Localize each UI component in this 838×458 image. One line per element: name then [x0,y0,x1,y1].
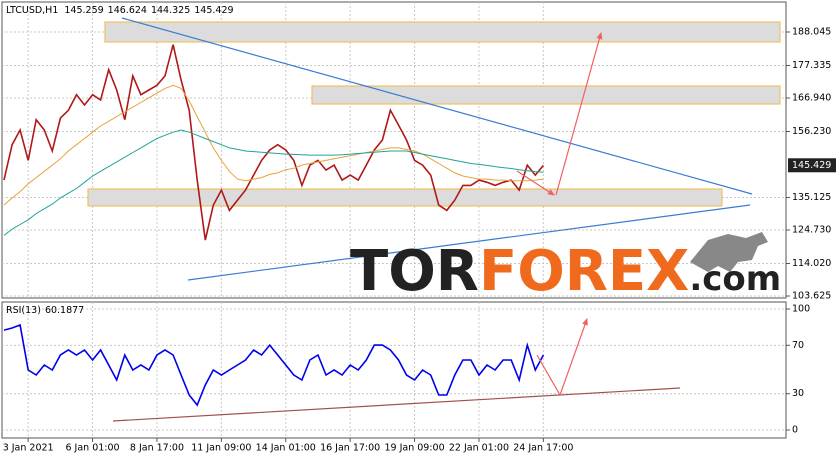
rsi-current: 60.1877 [45,305,84,316]
last-price-box [788,158,836,173]
rsi-header: RSI(13) 60.1877 [6,305,84,316]
y-tick-label: 177.335 [792,60,831,71]
y-tick-label: 100 [792,304,810,315]
title: LTCUSD,H1 [6,5,58,16]
forecast-arrow [559,318,588,396]
trend-line [187,204,751,281]
y-tick-label: 124.730 [792,225,831,236]
series-layer [3,44,545,407]
y-tick-label: 30 [792,388,804,399]
price-header: LTCUSD,H1 145.259 146.624 144.325 145.429 [6,5,234,16]
y-tick-label: 70 [792,340,804,351]
y-tick-label: 135.125 [792,192,831,203]
y-tick-label: 156.230 [792,126,831,137]
x-tick-label: 8 Jan 17:00 [130,443,184,454]
series-line [3,323,545,407]
y-tick-label: 114.020 [792,258,831,269]
forecast-arrow [516,170,555,196]
price-panel [1,1,787,299]
forecast-arrow [555,32,603,196]
logo-bull [690,232,768,272]
logo: TORFOREX.com [350,239,781,304]
ohlc-value: 145.259 [64,5,103,16]
x-tick-label: 14 Jan 01:00 [256,443,316,454]
series-line [3,84,544,206]
rsi-trend-line [112,387,681,422]
x-tick-label: 3 Jan 2021 [3,443,54,454]
x-tick-label: 11 Jan 09:00 [191,443,251,454]
y-tick-label: 166.940 [792,93,831,104]
logo-part: .com [689,259,781,299]
trend-line [121,17,753,195]
forecast-arrow [536,354,561,396]
support-zone [87,188,723,207]
y-tick-label: 188.045 [792,27,831,38]
title: RSI(13) [6,305,41,316]
logo-part: FOREX [479,239,689,304]
x-tick-label: 22 Jan 01:00 [449,443,509,454]
x-tick-label: 16 Jan 17:00 [320,443,380,454]
ohlc-value: 144.325 [151,5,190,16]
x-tick-label: 6 Jan 01:00 [65,443,119,454]
logo-part: TOR [350,239,479,304]
resistance-zone [104,21,781,43]
ohlc-value: 145.429 [194,5,233,16]
last-price-label: 145.429 [792,160,831,171]
y-tick-label: 103.625 [792,291,831,302]
resistance-zone [311,85,781,105]
x-tick-label: 24 Jan 17:00 [513,443,573,454]
y-tick-label: 0 [792,425,798,436]
ohlc-value: 146.624 [108,5,147,16]
x-tick-label: 19 Jan 09:00 [384,443,444,454]
series-line [3,44,545,241]
series-line [3,129,544,236]
